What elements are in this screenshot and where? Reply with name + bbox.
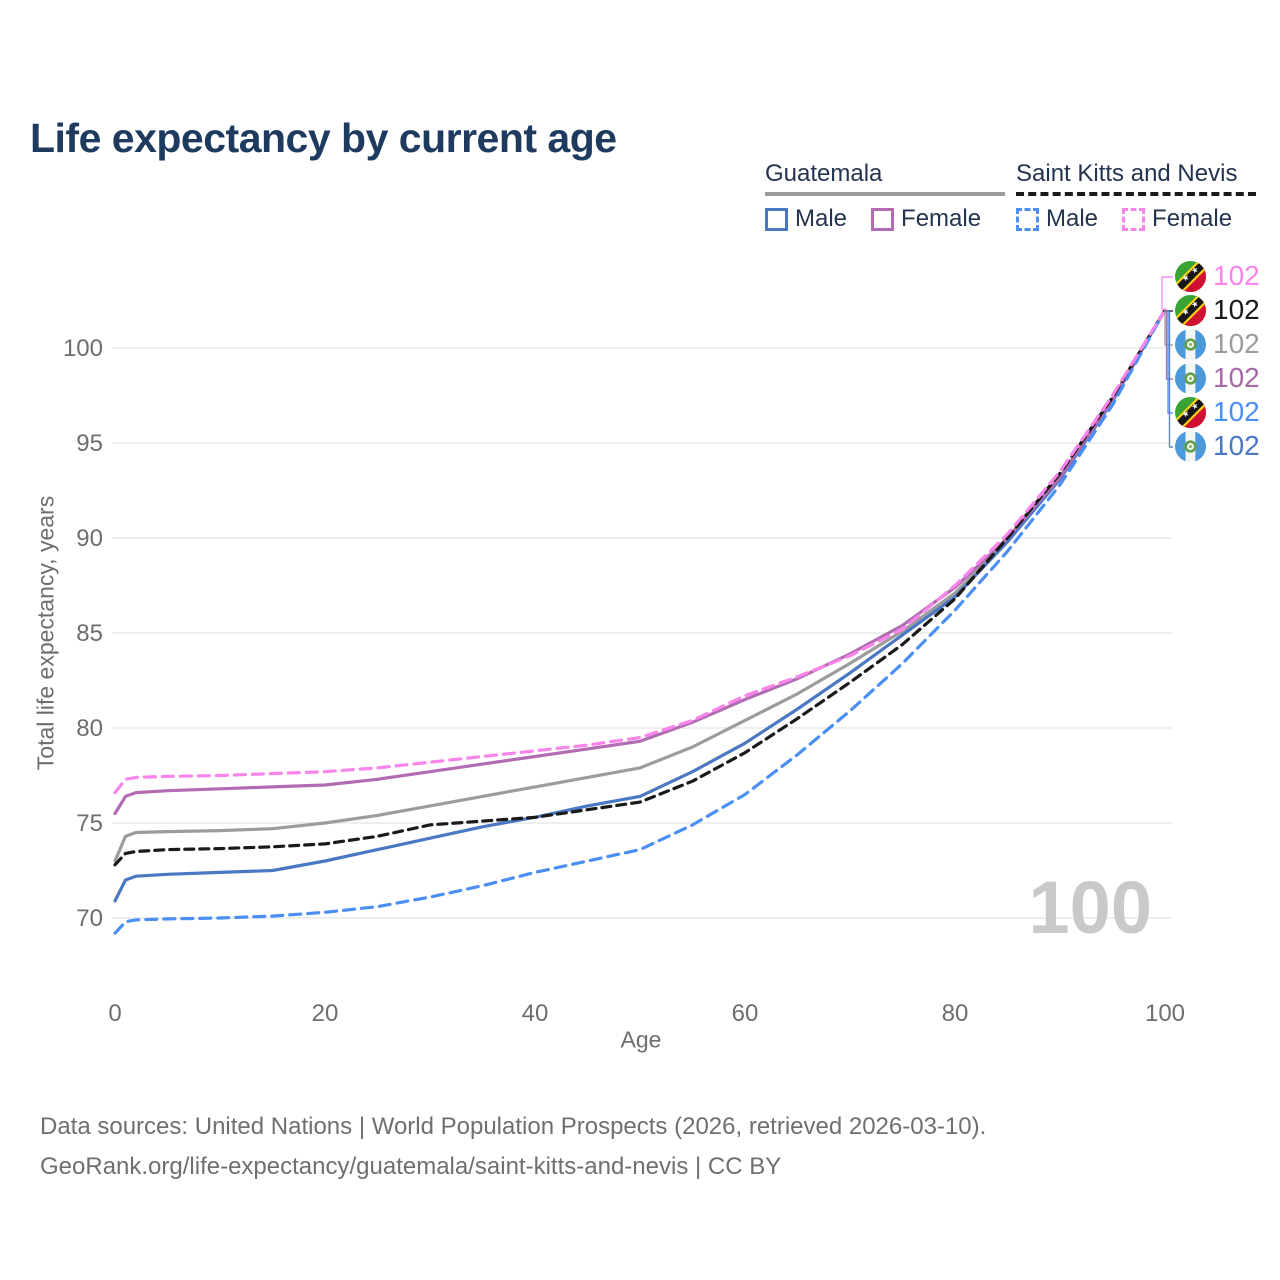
guatemala-flag-icon <box>1175 362 1206 394</box>
x-tick-label: 80 <box>942 1000 969 1027</box>
y-tick-label: 75 <box>76 810 103 837</box>
end-value-guatemala-female: 102 <box>1175 362 1260 394</box>
end-value-saint-kitts-and-nevis-female: 102 <box>1175 260 1260 292</box>
end-value-text: 102 <box>1213 396 1260 427</box>
saint-kitts-and-nevis-flag-icon <box>1175 260 1206 292</box>
legend-swatch-saint-kitts-male-icon <box>1016 207 1039 231</box>
y-axis-title: Total life expectancy, years <box>32 495 59 771</box>
y-tick-label: 85 <box>76 620 103 647</box>
series-line-saint-kitts-and-nevis-female <box>113 308 1167 795</box>
y-tick-label: 100 <box>63 335 103 362</box>
footer-attribution-link: GeoRank.org/life-expectancy/guatemala/sa… <box>40 1153 782 1180</box>
end-value-text: 102 <box>1213 362 1260 393</box>
series-line-guatemala-total <box>113 308 1167 863</box>
x-tick-label: 60 <box>732 1000 759 1027</box>
legend-group-title: Saint Kitts and Nevis <box>1016 160 1238 187</box>
end-value-saint-kitts-and-nevis-male: 102 <box>1175 396 1260 428</box>
legend-item-saint-kitts-female[interactable]: Female <box>1122 205 1232 233</box>
saint-kitts-and-nevis-flag-icon <box>1175 396 1206 428</box>
saint-kitts-line-style-sample <box>1016 192 1257 196</box>
end-value-saint-kitts-and-nevis: 102 <box>1175 294 1260 326</box>
legend-group-guatemala: Guatemala Male Female <box>765 160 1006 233</box>
footer-data-sources: Data sources: United Nations | World Pop… <box>40 1113 987 1140</box>
legend-item-label: Male <box>1046 205 1099 232</box>
end-label-connector-guatemala <box>1164 310 1173 346</box>
end-value-guatemala: 102 <box>1175 328 1260 360</box>
saint-kitts-and-nevis-flag-icon <box>1175 294 1206 326</box>
guatemala-flag-icon <box>1175 430 1206 462</box>
end-value-guatemala-male: 102 <box>1175 430 1260 462</box>
end-label-connector-saint-kitts-and-nevis-female <box>1161 276 1173 310</box>
x-axis-title: Age <box>620 1026 662 1053</box>
end-label-connector-guatemala-female <box>1165 310 1173 380</box>
y-tick-label: 70 <box>76 905 103 932</box>
end-value-text: 102 <box>1213 328 1260 359</box>
legend-swatch-guatemala-male-icon <box>765 207 788 231</box>
legend-item-label: Male <box>795 205 848 232</box>
end-value-text: 102 <box>1213 430 1260 461</box>
page-title: Life expectancy by current age <box>30 115 617 162</box>
series-line-saint-kitts-and-nevis-male <box>113 308 1167 935</box>
legend-group-saint-kitts-and-nevis: Saint Kitts and Nevis Male Female <box>1016 160 1257 233</box>
legend-item-saint-kitts-male[interactable]: Male <box>1016 205 1098 233</box>
legend-item-label: Female <box>1152 205 1233 232</box>
legend-swatch-guatemala-female-icon <box>871 207 895 231</box>
x-tick-label: 0 <box>108 1000 121 1027</box>
end-label-connector-guatemala-male <box>1168 310 1173 448</box>
y-tick-label: 90 <box>76 525 103 552</box>
age-watermark: 100 <box>1028 866 1152 949</box>
x-tick-label: 20 <box>312 1000 339 1027</box>
legend-item-guatemala-male[interactable]: Male <box>765 205 847 233</box>
guatemala-flag-icon <box>1175 328 1206 360</box>
y-tick-label: 95 <box>76 430 103 457</box>
y-tick-label: 80 <box>76 715 103 742</box>
legend-item-label: Female <box>901 205 982 232</box>
legend-group-title: Guatemala <box>765 160 883 187</box>
footer: Data sources: United Nations | World Pop… <box>40 1107 986 1187</box>
guatemala-line-style-sample <box>765 192 1006 196</box>
x-tick-label: 100 <box>1145 1000 1185 1027</box>
end-value-text: 102 <box>1213 294 1260 325</box>
series-line-saint-kitts-and-nevis-total <box>113 308 1167 867</box>
legend-item-guatemala-female[interactable]: Female <box>871 205 981 233</box>
series-line-guatemala-female <box>113 308 1167 816</box>
x-tick-label: 40 <box>522 1000 549 1027</box>
legend-swatch-saint-kitts-female-icon <box>1122 207 1146 231</box>
end-value-text: 102 <box>1213 260 1260 291</box>
series-line-guatemala-male <box>113 308 1167 903</box>
end-label-connector-saint-kitts-and-nevis-male <box>1167 310 1173 414</box>
